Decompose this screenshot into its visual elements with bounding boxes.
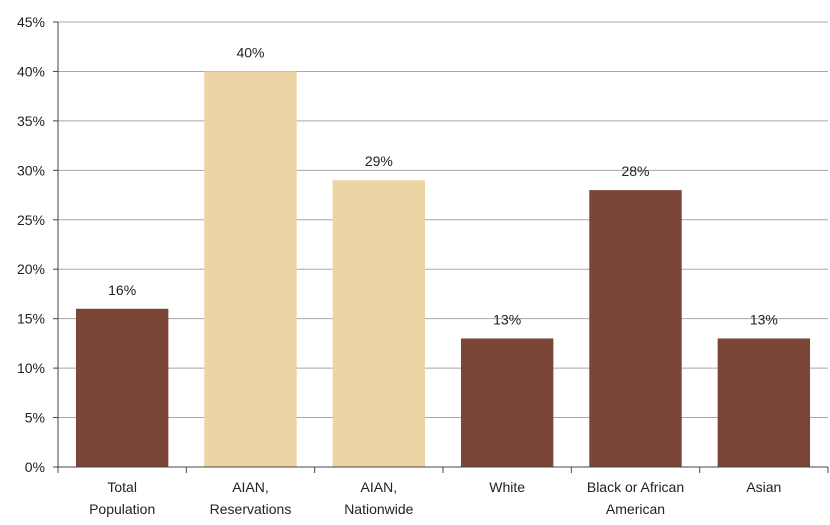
y-tick-label: 0%: [25, 459, 45, 475]
x-tick-label: Asian: [746, 479, 781, 495]
bar: [204, 71, 297, 467]
axes: [53, 21, 829, 473]
y-tick-label: 35%: [17, 113, 45, 129]
y-tick-label: 10%: [17, 360, 45, 376]
data-label: 28%: [621, 163, 649, 179]
data-label: 40%: [236, 44, 264, 60]
labels: 0% 5% 10% 15% 20% 25% 30% 35% 40% 45% 16% Total Popu…: [17, 14, 781, 517]
y-tick-label: 25%: [17, 212, 45, 228]
x-tick-label: AIAN, Nationwide: [344, 479, 413, 517]
bar: [460, 338, 554, 467]
x-tick-label: White: [489, 479, 525, 495]
data-label: 16%: [108, 282, 136, 298]
y-tick-label: 45%: [17, 14, 45, 30]
bar: [332, 180, 426, 467]
x-tick-label: Black or African American: [587, 479, 684, 517]
y-tick-label: 20%: [17, 261, 45, 277]
bars: [75, 71, 811, 467]
y-tick-label: 40%: [17, 63, 45, 79]
y-tick-label: 15%: [17, 311, 45, 327]
x-tick-label: AIAN, Reservations: [210, 479, 292, 517]
y-tick-label: 5%: [25, 410, 45, 426]
gridlines: [58, 21, 828, 419]
bar: [717, 338, 811, 467]
data-label: 13%: [750, 311, 778, 327]
data-label: 13%: [493, 311, 521, 327]
bar: [75, 308, 169, 467]
x-tick-label: Total Population: [89, 479, 155, 517]
bar: [589, 190, 682, 467]
data-label: 29%: [365, 153, 393, 169]
y-tick-label: 30%: [17, 162, 45, 178]
